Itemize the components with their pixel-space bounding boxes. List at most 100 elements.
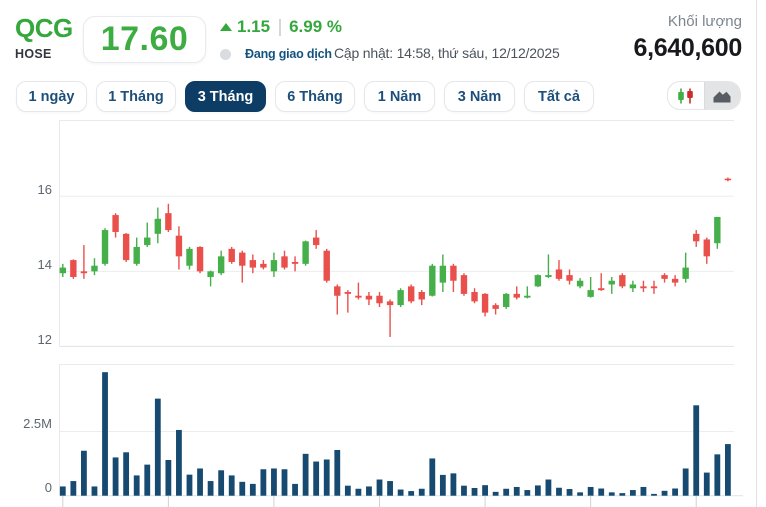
volume-bar-29 (355, 488, 362, 496)
volume-bar-54 (619, 493, 626, 496)
volume-axis-tick-2-5m: 2.5M (23, 416, 52, 431)
volume-bar-9 (144, 464, 151, 496)
candle-wick-29 (357, 282, 360, 300)
candle-body-30 (365, 295, 373, 300)
candle-wick-15 (209, 270, 212, 287)
volume-bar-64 (724, 444, 731, 496)
candle-body-1 (59, 267, 66, 274)
range-button-all[interactable]: Tất cả (524, 81, 594, 112)
candle-body-26 (323, 250, 330, 281)
candle-body-11 (165, 213, 172, 231)
up-arrow-icon (220, 23, 232, 31)
range-button-3-month[interactable]: 3 Tháng (185, 81, 266, 112)
volume-bar-5 (102, 372, 108, 496)
volume-bar-28 (344, 485, 351, 496)
candle-body-7 (122, 233, 130, 261)
candle-body-46 (534, 275, 542, 287)
candle-body-36 (429, 265, 436, 296)
volume-bar-34 (408, 491, 415, 496)
area-chart-icon (713, 91, 731, 102)
candle-body-17 (228, 248, 235, 262)
price-change-row: 1.15 6.99 % (220, 17, 342, 36)
volume-bar-4 (91, 486, 98, 496)
candle-body-13 (186, 248, 193, 266)
volume-bar-40 (471, 487, 478, 496)
volume-bar-42 (492, 491, 499, 496)
candle-body-45 (524, 295, 531, 298)
current-price: 17.60 (100, 20, 189, 58)
candle-body-52 (598, 288, 605, 291)
volume-bar-61 (693, 405, 700, 496)
stock-exchange: HOSE (15, 47, 52, 61)
volume-bar-33 (397, 489, 404, 496)
time-range-buttons: 1 ngày 1 Tháng 3 Tháng 6 Tháng 1 Năm 3 N… (16, 81, 594, 112)
volume-bar-11 (165, 460, 172, 496)
candle-body-18 (239, 252, 246, 266)
candle-body-51 (587, 290, 594, 297)
volume-bar-38 (450, 473, 457, 496)
volume-bar-32 (387, 481, 393, 496)
volume-bar-7 (123, 452, 130, 496)
candle-body-47 (545, 275, 552, 277)
range-button-3-year[interactable]: 3 Năm (444, 81, 515, 112)
volume-bar-53 (608, 492, 615, 496)
volume-bar-26 (323, 459, 330, 496)
chart-type-toggle (667, 81, 741, 110)
area-chart-toggle-button[interactable] (703, 82, 740, 109)
candle-body-37 (439, 265, 447, 283)
volume-bar-36 (429, 458, 436, 496)
volume-bar-50 (577, 492, 583, 496)
candle-body-62 (703, 239, 710, 257)
candle-body-49 (566, 275, 573, 281)
volume-bar-25 (313, 461, 320, 496)
candle-wick-28 (347, 290, 349, 313)
volume-bar-48 (556, 487, 562, 496)
volume-bar-56 (640, 486, 647, 496)
candle-body-25 (312, 237, 320, 246)
candle-body-31 (376, 295, 383, 304)
volume-bar-46 (534, 485, 541, 496)
candle-body-21 (270, 260, 278, 272)
candle-body-22 (281, 256, 288, 268)
candle-wick-60 (684, 252, 687, 283)
volume-bar-20 (260, 469, 267, 496)
range-button-1-day[interactable]: 1 ngày (16, 81, 87, 112)
candle-body-56 (640, 286, 647, 289)
candle-body-12 (175, 235, 183, 257)
volume-bar-10 (154, 398, 161, 496)
candle-wick-51 (589, 276, 592, 298)
volume-bar-8 (133, 475, 140, 496)
volume-bar-62 (703, 472, 710, 496)
candle-body-60 (682, 267, 689, 279)
candle-wick-53 (611, 276, 613, 294)
candle-body-42 (492, 305, 499, 309)
candle-body-15 (207, 271, 214, 277)
candle-body-4 (91, 265, 98, 272)
volume-bar-44 (513, 486, 520, 496)
volume-bar-15 (207, 481, 214, 496)
candle-body-14 (196, 246, 204, 272)
candlestick-icon (677, 88, 693, 103)
volume-bar-27 (334, 449, 341, 496)
candle-body-63 (714, 216, 721, 244)
candlestick-toggle-button[interactable] (668, 82, 704, 109)
volume-bar-3 (81, 450, 87, 496)
volume-bar-51 (587, 486, 594, 496)
volume-label: Khối lượng (667, 13, 742, 30)
range-button-1-year[interactable]: 1 Năm (364, 81, 435, 112)
candle-body-6 (112, 215, 119, 232)
volume-bar-52 (598, 488, 605, 496)
candle-wick-27 (336, 284, 338, 315)
range-button-6-month[interactable]: 6 Tháng (275, 81, 355, 112)
candle-body-58 (661, 275, 668, 279)
range-button-1-month[interactable]: 1 Tháng (96, 81, 176, 112)
candle-body-53 (608, 280, 615, 285)
candle-body-2 (70, 260, 77, 277)
price-axis-tick-14: 14 (37, 257, 52, 272)
candle-wick-9 (146, 222, 148, 247)
volume-bar-24 (302, 453, 309, 496)
volume-bar-18 (239, 481, 246, 496)
volume-bar-21 (271, 468, 277, 496)
candle-body-23 (291, 261, 299, 264)
